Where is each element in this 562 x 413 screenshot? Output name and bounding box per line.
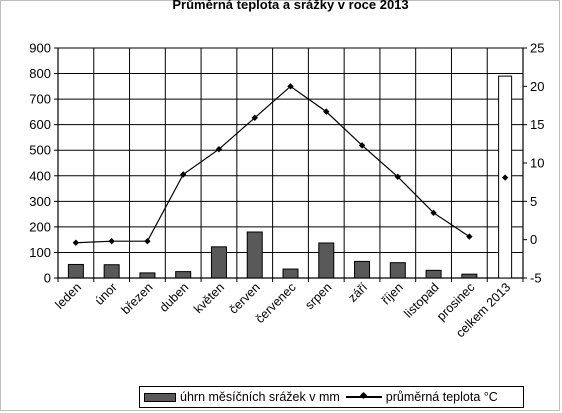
temperature-line xyxy=(75,85,470,244)
temperature-marker-duben xyxy=(179,171,187,178)
temperature-marker-leden xyxy=(72,239,80,246)
bar-srpen xyxy=(318,242,335,279)
legend: úhrn měsíčních srážek v mm průměrná tepl… xyxy=(139,386,524,408)
x-category-label: leden xyxy=(52,280,84,312)
y-left-tick-label: 900 xyxy=(29,41,51,56)
y-left-tick-label: 0 xyxy=(44,271,51,286)
bar-leden xyxy=(67,263,84,279)
y-right-tick-label: 20 xyxy=(530,79,544,94)
x-category-label: září xyxy=(346,280,371,305)
y-right-tick-label: 10 xyxy=(530,156,544,171)
y-left-tick-label: 100 xyxy=(29,245,51,260)
bar-červen xyxy=(246,231,263,279)
y-left-tick-label: 800 xyxy=(29,66,51,81)
y-right-tick-label: 5 xyxy=(530,194,537,209)
x-category-label: říjen xyxy=(379,280,406,307)
temperature-marker-únor xyxy=(108,238,115,245)
legend-bar-swatch xyxy=(144,392,176,402)
bar-listopad xyxy=(425,269,442,279)
temperature-marker-březen xyxy=(144,238,151,245)
chart-title: Průměrná teplota a srážky v roce 2013 xyxy=(172,0,408,12)
bar-květen xyxy=(210,246,227,279)
legend-line-swatch xyxy=(345,392,382,402)
y-left-tick-label: 500 xyxy=(29,143,51,158)
temperature-marker-listopad xyxy=(430,209,437,217)
temperature-marker-prosinec xyxy=(466,233,473,240)
y-left-tick-label: 700 xyxy=(29,92,51,107)
bar-březen xyxy=(139,272,156,279)
x-category-label: srpen xyxy=(302,280,334,312)
y-left-tick-label: 300 xyxy=(29,194,51,209)
bar-duben xyxy=(175,271,192,279)
x-category-label: únor xyxy=(92,280,120,308)
x-category-label: květen xyxy=(191,280,227,316)
y-left-tick-label: 600 xyxy=(29,117,51,132)
bar-červenec xyxy=(282,268,299,279)
legend-label-srazky: úhrn měsíčních srážek v mm xyxy=(180,390,340,404)
x-category-label: březen xyxy=(119,280,156,317)
y-left-tick-label: 200 xyxy=(29,219,51,234)
y-right-tick-label: -5 xyxy=(530,271,542,286)
temperature-marker-červenec xyxy=(287,83,294,90)
temperature-marker-květen xyxy=(215,146,223,153)
temperature-marker-červen xyxy=(251,114,258,121)
y-right-tick-label: 15 xyxy=(530,117,544,132)
x-category-label: duben xyxy=(157,280,192,315)
bar-říjen xyxy=(389,262,406,279)
temperature-marker-celkem 2013 xyxy=(501,174,509,181)
temperature-marker-říjen xyxy=(394,173,402,180)
y-right-tick-label: 25 xyxy=(530,41,544,56)
legend-label-teplota: průměrná teplota °C xyxy=(385,390,498,404)
temperature-marker-srpen xyxy=(323,108,330,115)
bar-prosinec xyxy=(461,273,478,279)
y-left-tick-label: 400 xyxy=(29,168,51,183)
temperature-marker-září xyxy=(358,142,366,149)
y-right-tick-label: 0 xyxy=(530,232,537,247)
bar-září xyxy=(354,260,371,279)
bar-únor xyxy=(103,264,120,279)
